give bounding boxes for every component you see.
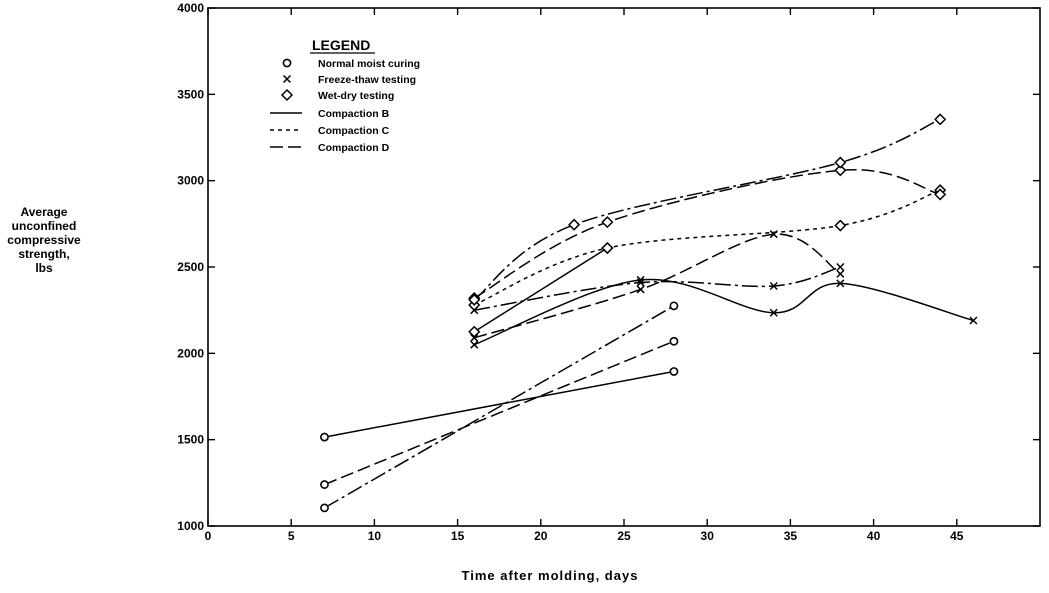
data-series: [320, 113, 978, 513]
diamond-marker: [280, 88, 294, 102]
x-tick-label: 10: [368, 529, 382, 543]
y-tick-label: 3500: [177, 87, 204, 101]
series-line: [473, 168, 941, 299]
series-line: [473, 278, 974, 346]
x-tick-label: 30: [701, 529, 715, 543]
legend-label: Compaction B: [318, 108, 390, 120]
x-marker: [470, 340, 479, 349]
x-marker: [636, 285, 645, 294]
legend-label: Compaction C: [318, 125, 390, 137]
y-tick-label: 2000: [177, 346, 204, 360]
y-tick-label: 2500: [177, 260, 204, 274]
x-tick-label: 0: [205, 529, 212, 543]
legend-title: LEGEND: [312, 37, 370, 53]
circle-marker: [320, 480, 329, 489]
axes: 0 5 10 15 20 25 30 35 40 45 1000 1500 2000 2500 3000 35…: [177, 1, 1041, 543]
x-tick-label: 45: [950, 529, 964, 543]
series-line: [474, 266, 841, 311]
legend-item-short-dash: Compaction C: [270, 125, 390, 137]
x-marker: [836, 279, 845, 288]
circle-marker: [669, 336, 679, 346]
x-tick-label: 15: [451, 529, 465, 543]
x-tick-label: 35: [784, 529, 798, 543]
x-tick-label: 20: [534, 529, 548, 543]
x-marker: [836, 269, 845, 278]
series-x-dash-dot: [470, 262, 845, 315]
legend-label: Normal moist curing: [318, 58, 420, 70]
series-x-solid: [470, 275, 978, 349]
diamond-marker: [834, 156, 847, 169]
series-line: [324, 370, 675, 438]
y-axis-label: Average unconfined compressive strength,…: [0, 205, 88, 275]
x-tick-label: 40: [867, 529, 881, 543]
legend-label: Compaction D: [318, 142, 390, 154]
legend-item-long-dash: Compaction D: [270, 142, 390, 154]
series-line: [324, 340, 675, 486]
y-tick-label: 3000: [177, 174, 204, 188]
y-tick-label: 1500: [177, 433, 204, 447]
x-marker: [769, 308, 778, 317]
diamond-marker: [601, 241, 614, 255]
legend-label: Wet-dry testing: [318, 90, 394, 102]
legend-item-diamond: Wet-dry testing: [280, 88, 394, 102]
series-diamond-long-dash: [468, 164, 947, 305]
legend-item-circle: Normal moist curing: [282, 58, 420, 70]
legend-item-solid: Compaction B: [270, 108, 390, 120]
y-axis-label-line: strength,: [18, 247, 70, 261]
y-axis-label-line: lbs: [35, 261, 53, 275]
series-line: [474, 233, 841, 339]
series-circle-dash-dot: [320, 301, 679, 513]
circle-marker: [320, 503, 329, 513]
diamond-marker: [468, 325, 481, 338]
series-line: [473, 189, 941, 306]
y-tick-label: 4000: [177, 1, 204, 15]
x-tick-label: 25: [617, 529, 631, 543]
x-marker: [636, 278, 645, 287]
series-line: [324, 305, 675, 509]
diamond-marker: [934, 113, 947, 126]
diamond-marker: [934, 188, 947, 201]
series-circle-solid: [320, 367, 679, 442]
circle-marker: [669, 301, 679, 311]
series-x-long-dash: [470, 230, 845, 342]
x-axis-label: Time after molding, days: [461, 568, 639, 583]
x-tick-label: 5: [288, 529, 295, 543]
diamond-marker: [568, 218, 581, 231]
diamond-marker: [834, 219, 847, 232]
x-marker: [836, 262, 845, 272]
y-tick-label: 1000: [177, 519, 204, 533]
series-diamond-dash-dot: [468, 113, 947, 306]
y-axis-label-line: unconfined: [11, 219, 77, 233]
diamond-marker: [468, 293, 481, 306]
circle-marker: [669, 367, 679, 376]
series-circle-long-dash: [320, 336, 679, 489]
x-marker: [969, 316, 978, 325]
series-line: [473, 247, 608, 333]
x-marker: [769, 281, 778, 291]
series-line: [473, 118, 941, 301]
diamond-marker: [834, 164, 847, 177]
circle-marker: [320, 432, 329, 442]
legend: LEGEND Normal moist curing Freeze-thaw tes…: [270, 37, 420, 154]
legend-item-x: Freeze-thaw testing: [282, 74, 416, 86]
circle-marker: [282, 58, 292, 68]
series-diamond-solid: [468, 241, 614, 338]
diamond-marker: [601, 216, 614, 229]
y-axis-label-line: Average: [20, 205, 68, 219]
x-marker: [282, 74, 292, 84]
legend-label: Freeze-thaw testing: [318, 74, 416, 86]
y-axis-label-line: compressive: [7, 233, 81, 247]
